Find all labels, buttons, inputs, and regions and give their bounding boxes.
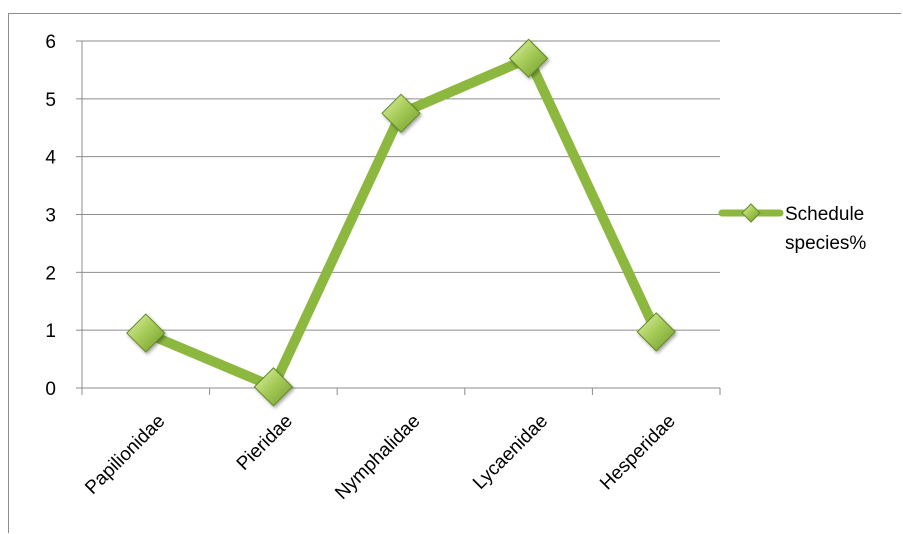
y-tick-labels: 0 1 2 3 4 5 6 — [45, 32, 56, 400]
x-tick-label: Hesperidae — [596, 411, 680, 495]
x-tick-labels: Papilionidae Pieridae Nymphalidae Lycaenida… — [81, 411, 679, 504]
y-tick-label: 2 — [45, 263, 56, 284]
data-point-marker — [253, 367, 294, 407]
legend: Schedule species% — [718, 203, 866, 254]
x-tick-label: Nymphalidae — [331, 411, 424, 504]
legend-label-line-2: species% — [785, 233, 866, 254]
y-tick-label: 4 — [45, 148, 56, 169]
x-tick-label: Lycaenidae — [469, 411, 552, 494]
gridlines — [82, 40, 720, 331]
data-point-marker — [126, 313, 166, 353]
y-tick-label: 1 — [45, 321, 56, 342]
y-tick-label: 6 — [45, 32, 56, 53]
x-tick-label: Papilionidae — [81, 411, 169, 499]
legend-swatch-marker — [741, 203, 761, 223]
y-tick-label: 5 — [45, 90, 56, 111]
data-point-marker — [636, 312, 676, 352]
legend-label-line-1: Schedule — [785, 204, 864, 225]
series-markers — [126, 38, 676, 407]
data-point-marker — [508, 38, 549, 79]
chart-frame — [8, 13, 901, 533]
data-point-marker — [381, 93, 421, 133]
x-tick-label: Pieridae — [233, 411, 297, 475]
y-tick-label: 3 — [45, 206, 56, 227]
axes — [76, 40, 721, 395]
y-tick-label: 0 — [45, 379, 56, 400]
